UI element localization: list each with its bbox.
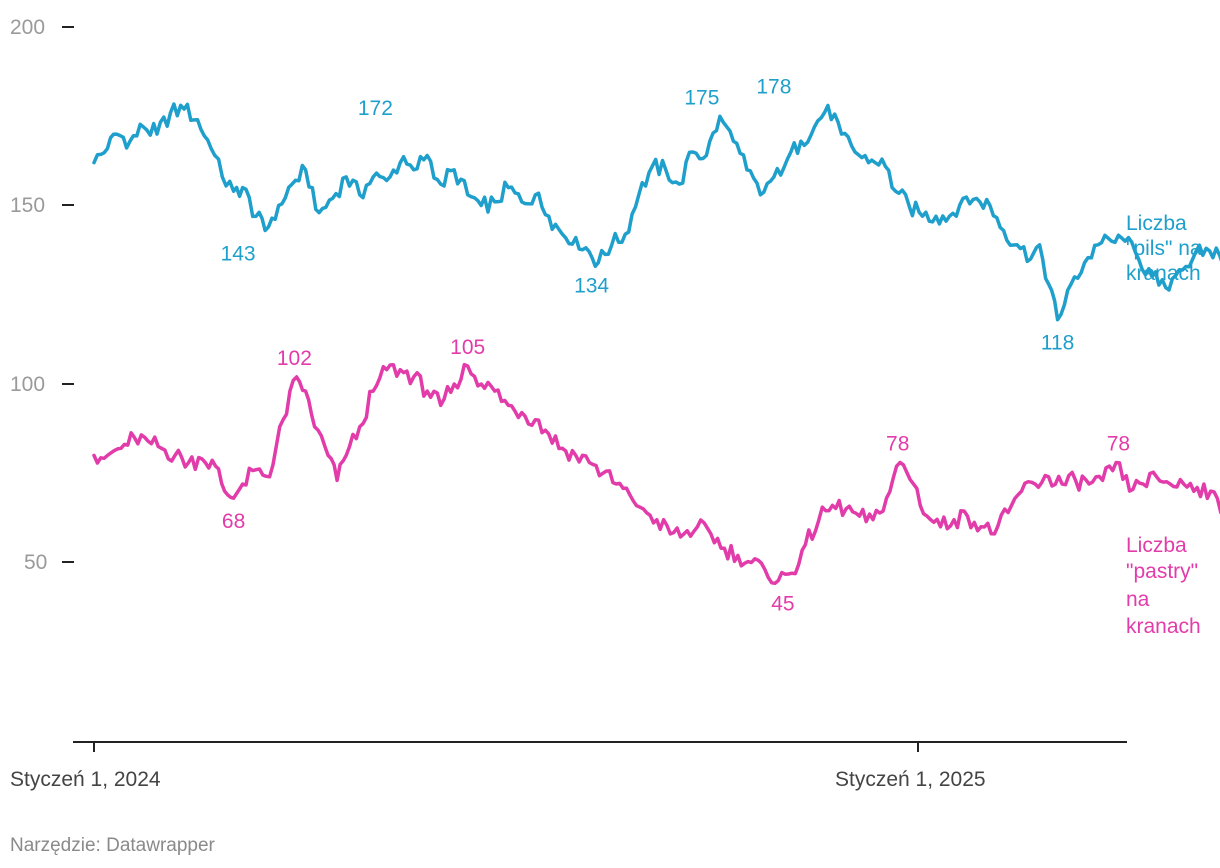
- data-label-pils: 134: [574, 275, 609, 298]
- x-axis: Styczeń 1, 2024 Styczeń 1, 2025: [10, 741, 1127, 791]
- y-tick-label: 50: [24, 551, 47, 574]
- series-label-line: na: [1126, 588, 1150, 611]
- data-label-pastry: 78: [886, 433, 909, 456]
- y-tick-label: 200: [10, 16, 45, 39]
- y-tick-label: 100: [10, 373, 45, 396]
- series-line-pils: [92, 102, 1220, 322]
- data-label-pils: 143: [221, 243, 256, 266]
- series-label-line: "pastry": [1126, 560, 1198, 583]
- series-label-line: kranach: [1126, 615, 1201, 638]
- data-label-pastry: 68: [222, 510, 245, 533]
- x-tick-label: Styczeń 1, 2024: [10, 768, 161, 791]
- series-label-line: kranach: [1126, 262, 1201, 285]
- series-layer: 1431721341751781181196810210545787843: [92, 76, 1220, 615]
- series-label-pils: Liczba "pils" na kranach: [1126, 212, 1207, 285]
- data-label-pils: 178: [756, 76, 791, 99]
- series-line-pastry: [92, 362, 1220, 586]
- series-label-line: Liczba: [1126, 534, 1187, 557]
- source-note: Narzędzie: Datawrapper: [10, 835, 216, 856]
- series-label-pastry: Liczba "pastry" na kranach: [1126, 534, 1204, 638]
- data-label-pastry: 78: [1107, 433, 1130, 456]
- data-label-pils: 172: [358, 97, 393, 120]
- series-label-line: "pils" na: [1126, 237, 1202, 260]
- y-axis: 200 150 100 50: [10, 16, 74, 574]
- data-label-pastry: 102: [277, 347, 312, 370]
- data-label-pils: 175: [684, 86, 719, 109]
- data-label-pastry: 105: [450, 336, 485, 359]
- x-tick-label: Styczeń 1, 2025: [835, 768, 986, 791]
- y-tick-label: 150: [10, 194, 45, 217]
- series-label-line: Liczba: [1126, 212, 1187, 235]
- data-label-pils: 118: [1041, 332, 1074, 355]
- data-label-pastry: 45: [771, 592, 794, 615]
